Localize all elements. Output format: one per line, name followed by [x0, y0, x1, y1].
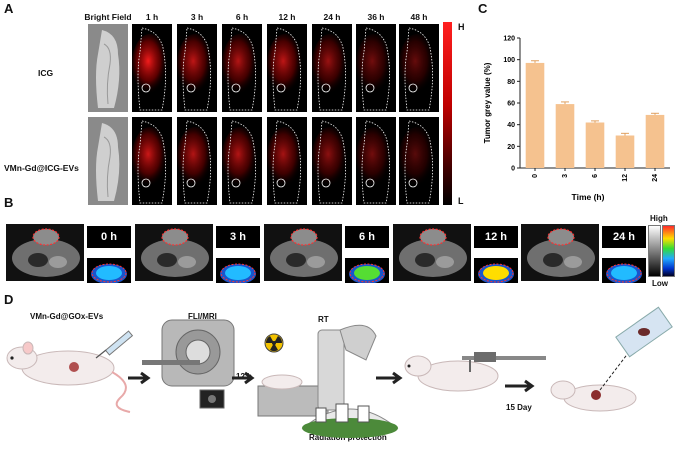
- chart-bar: [615, 135, 635, 168]
- chart-bar: [585, 122, 605, 168]
- row-label-icg: ICG: [38, 68, 54, 78]
- syringe-icon: [95, 330, 134, 359]
- chart-y-tick-label: 60: [507, 101, 515, 108]
- radiation-icon: [264, 333, 284, 353]
- time-label: 3 h: [216, 226, 260, 248]
- mouse-tumor-dissected-icon: [550, 306, 673, 412]
- scale-b-low: Low: [652, 279, 668, 288]
- chart-y-tick-label: 20: [507, 144, 515, 151]
- column-header: 36 h: [367, 12, 385, 22]
- pseudocolor-inset: [602, 258, 646, 283]
- column-header: 1 h: [145, 12, 159, 22]
- fli-mri-scanner-icon: [142, 319, 235, 409]
- time-label: 0 h: [87, 226, 131, 248]
- chart-x-label: Time (h): [572, 192, 605, 202]
- fluorescence-image: [222, 24, 262, 112]
- chart-bar: [555, 104, 575, 168]
- scale-b-high: High: [650, 214, 668, 223]
- bright-field-image: [88, 24, 128, 112]
- pseudocolor-inset: [345, 258, 389, 283]
- scale-b-gray: [648, 225, 661, 277]
- column-header: Bright Field: [84, 12, 132, 22]
- fluorescence-image: [267, 24, 307, 112]
- scale-a-bar: [443, 22, 452, 205]
- mouse-injected-icon: [6, 341, 131, 413]
- fluorescence-image: [177, 117, 217, 205]
- chart-y-tick-label: 0: [511, 166, 515, 173]
- fluorescence-image: [399, 117, 439, 205]
- mri-image: [135, 224, 213, 281]
- column-header: 12 h: [278, 12, 296, 22]
- step-rt-label: RT: [318, 315, 329, 324]
- fluorescence-image: [356, 117, 396, 205]
- chart-bar: [525, 62, 545, 168]
- arrow-1-icon: [128, 371, 151, 385]
- chart-y-tick-label: 40: [507, 122, 515, 129]
- panel-d-label: D: [4, 292, 14, 307]
- fluorescence-image: [267, 117, 307, 205]
- fluorescence-image: [399, 24, 439, 112]
- chart-x-tick-label: 0: [532, 174, 539, 178]
- chart-y-tick-label: 120: [503, 36, 515, 43]
- fluorescence-image: [312, 117, 352, 205]
- mri-image: [6, 224, 84, 281]
- arrow-3-icon: [376, 371, 403, 385]
- column-header: 3 h: [190, 12, 204, 22]
- mri-image: [264, 224, 342, 281]
- panel-a-label: A: [4, 1, 14, 16]
- grey-value-bar-chart: Tumor grey value (%) Time (h) 0204060801…: [483, 36, 670, 202]
- pseudocolor-inset: [216, 258, 260, 283]
- chart-x-tick-label: 24: [652, 174, 659, 182]
- chart-y-label: Tumor grey value (%): [483, 62, 492, 143]
- chart-x-tick-label: 3: [562, 174, 569, 178]
- step-injection-label: VMn-Gd@GOx-EVs: [30, 312, 104, 321]
- pseudocolor-inset: [87, 258, 131, 283]
- chart-x-tick-label: 12: [622, 174, 629, 182]
- bright-field-image: [88, 117, 128, 205]
- fluorescence-image: [177, 24, 217, 112]
- radiotherapy-machine-icon: [257, 324, 377, 417]
- chart-x-tick-label: 6: [592, 174, 599, 178]
- mouse-measured-icon: [404, 352, 546, 392]
- chart-y-tick-label: 80: [507, 79, 515, 86]
- chart-bar: [645, 114, 665, 168]
- scale-a-low: L: [458, 196, 464, 206]
- panel-c-label: C: [478, 1, 488, 16]
- radiation-protection-icon: [301, 403, 399, 438]
- column-header: 6 h: [235, 12, 249, 22]
- step-imaging-label: FLI/MRI: [188, 312, 217, 321]
- fluorescence-image: [132, 117, 172, 205]
- panel-b-label: B: [4, 195, 14, 210]
- chart-y-tick-label: 100: [503, 57, 515, 64]
- workflow-illustration: [6, 306, 673, 438]
- time-label: 12 h: [474, 226, 518, 248]
- scale-b-color: [662, 225, 675, 277]
- pseudocolor-inset: [474, 258, 518, 283]
- row-label-vmn: VMn-Gd@ICG-EVs: [4, 163, 79, 173]
- arrow-2-icon: [232, 371, 255, 385]
- column-header: 24 h: [323, 12, 341, 22]
- fluorescence-image: [132, 24, 172, 112]
- time-label: 24 h: [602, 226, 646, 248]
- column-header: 48 h: [410, 12, 428, 22]
- mri-image: [393, 224, 471, 281]
- scale-a-high: H: [458, 22, 465, 32]
- fluorescence-image: [222, 117, 262, 205]
- time-label: 6 h: [345, 226, 389, 248]
- mri-image: [521, 224, 599, 281]
- fluorescence-image: [312, 24, 352, 112]
- arrow-15day-label: 15 Day: [506, 403, 532, 412]
- arrow-4-icon: [505, 379, 535, 393]
- fluorescence-image: [356, 24, 396, 112]
